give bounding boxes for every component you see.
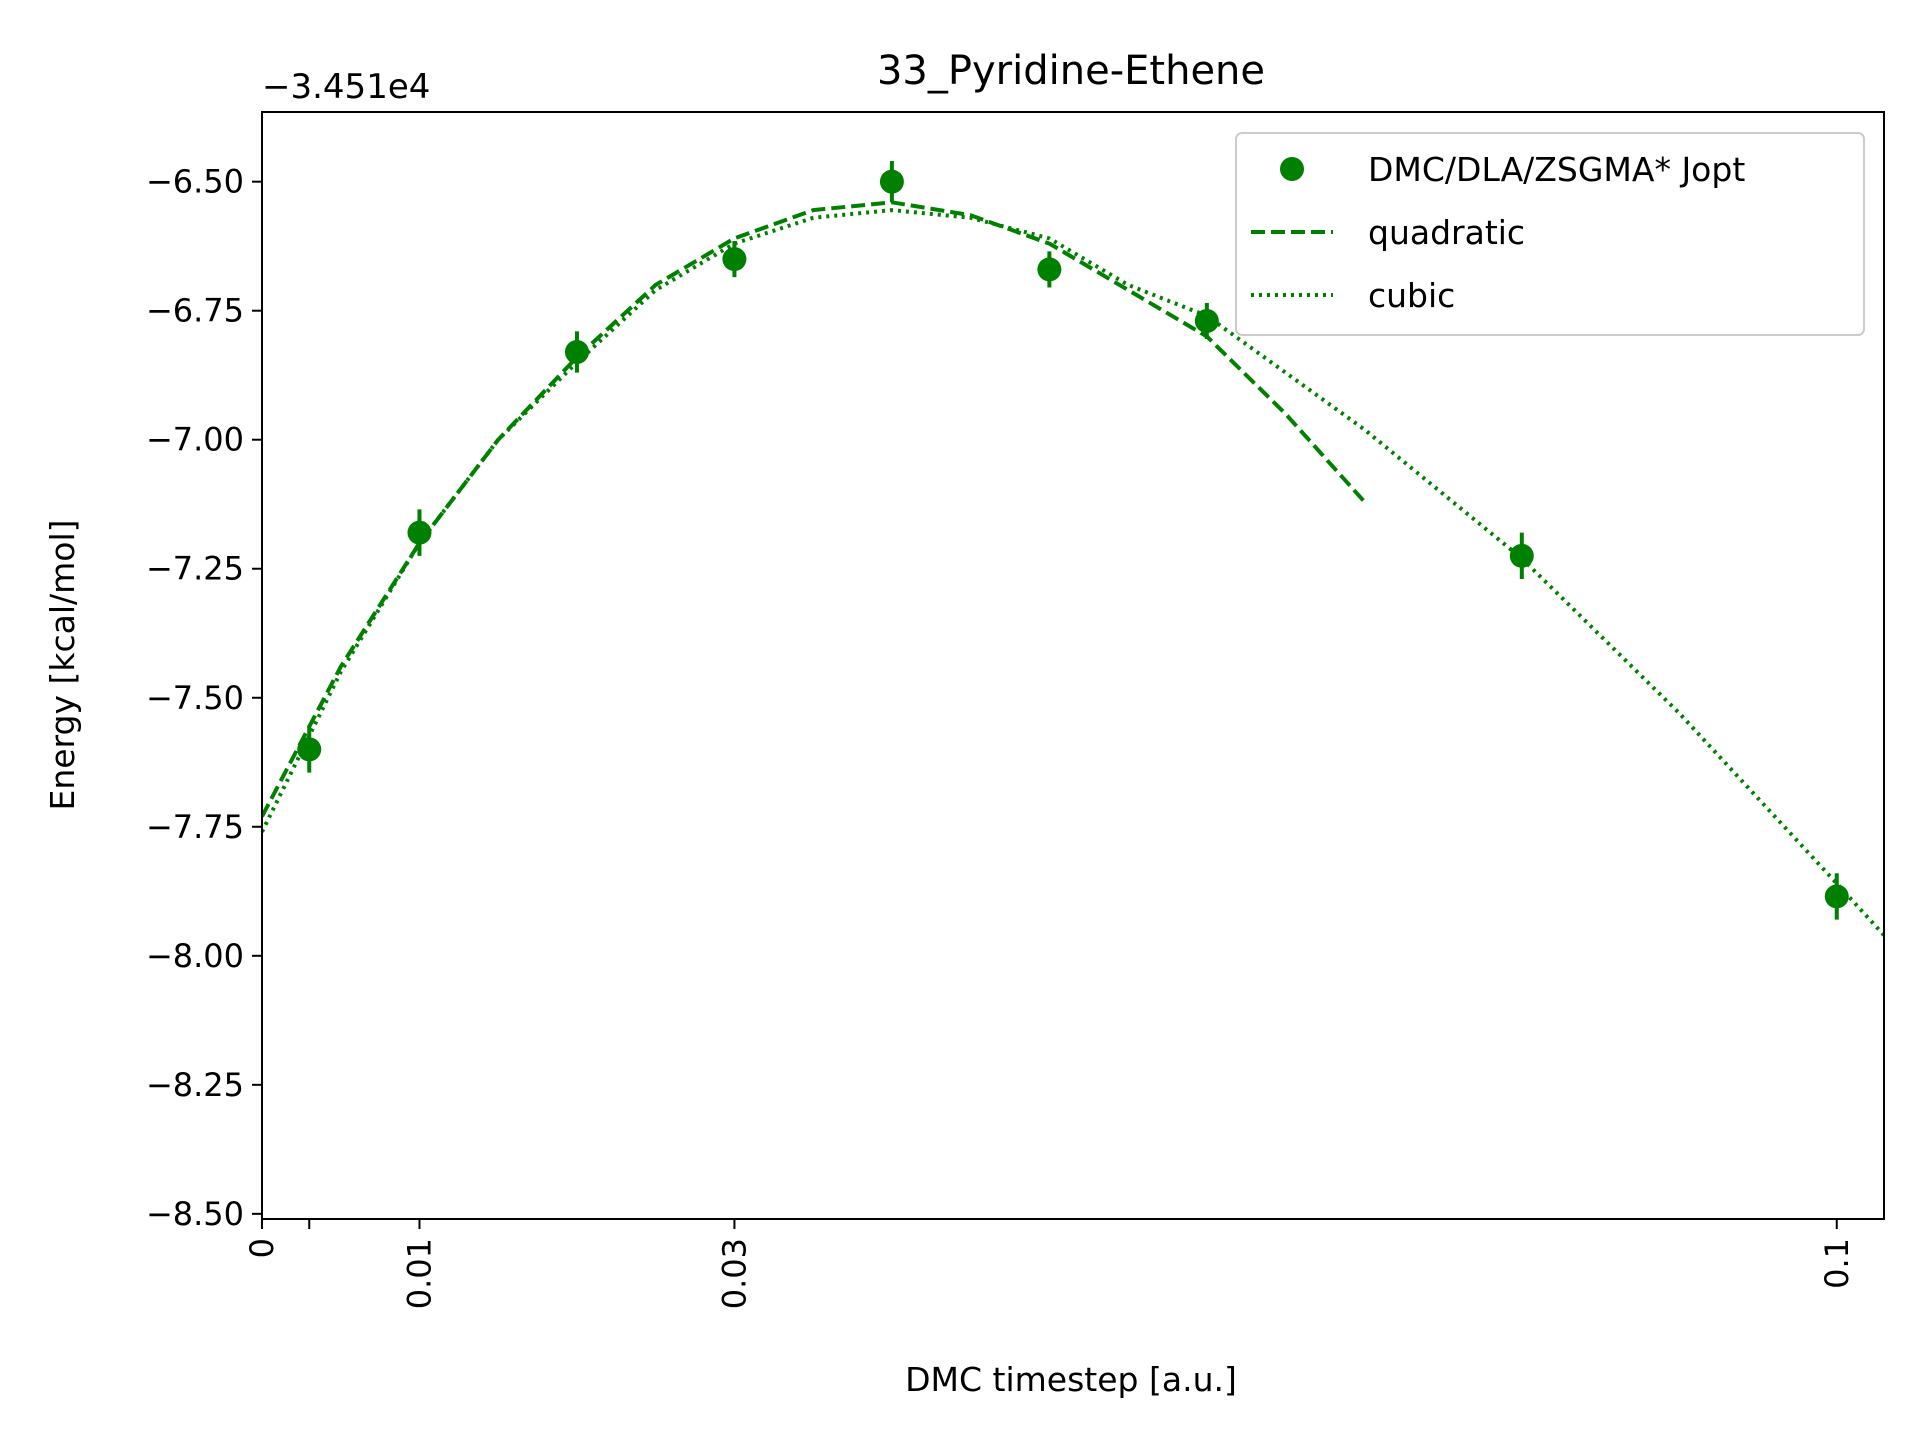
data-point (1037, 257, 1062, 282)
data-point (407, 520, 432, 545)
legend-marker (1280, 157, 1304, 181)
data-point (564, 339, 589, 364)
data-point (722, 247, 747, 272)
y-tick-label: −7.50 (146, 679, 244, 717)
data-point (1194, 309, 1219, 334)
y-tick-label: −6.75 (146, 292, 244, 330)
y-tick-label: −8.50 (146, 1195, 244, 1233)
series-line-quadratic (262, 200, 1366, 818)
plot-frame (261, 111, 1885, 1220)
x-axis: 0 0.01 0.03 0.1 (243, 1219, 1856, 1309)
chart-title: 33_Pyridine-Ethene (877, 48, 1265, 94)
data-point (879, 169, 904, 194)
data-point (297, 737, 322, 762)
data-point (1509, 543, 1534, 568)
data-point (1824, 884, 1849, 909)
y-tick-label: −7.25 (146, 550, 244, 588)
y-tick-label: −8.25 (146, 1066, 244, 1104)
legend-label: quadratic (1368, 213, 1525, 252)
x-tick-label: 0.01 (400, 1238, 438, 1309)
y-tick-label: −7.75 (146, 808, 244, 846)
legend-label: cubic (1368, 276, 1455, 315)
x-axis-label: DMC timestep [a.u.] (905, 1360, 1237, 1399)
y-axis: −6.50 −6.75 −7.00 −7.25 −7.50 −7.75 −8.00 −8.25… (146, 163, 262, 1233)
x-tick-label: 0 (243, 1238, 281, 1258)
y-tick-label: −6.50 (146, 163, 244, 201)
plot-area (262, 161, 1884, 937)
legend-box (1235, 132, 1865, 336)
x-tick-label: 0.03 (715, 1238, 753, 1309)
legend: DMC/DLA/ZSGMA* Jopt quadratic cubic (1235, 132, 1865, 336)
legend-label: DMC/DLA/ZSGMA* Jopt (1368, 150, 1745, 189)
series-line-cubic (262, 208, 1884, 937)
y-tick-label: −8.00 (146, 937, 244, 975)
y-axis-offset-label: −3.451e4 (262, 67, 430, 107)
x-tick-label: 0.1 (1818, 1238, 1856, 1289)
y-axis-label: Energy [kcal/mol] (43, 519, 82, 810)
y-tick-label: −7.00 (146, 421, 244, 459)
